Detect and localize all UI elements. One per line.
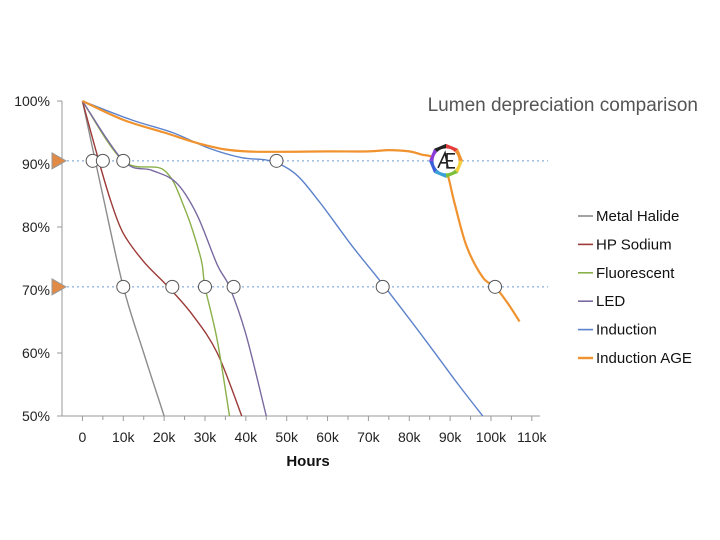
legend-label: Induction — [596, 322, 657, 339]
reference-arrow-icon — [51, 151, 68, 170]
legend-label: Fluorescent — [596, 265, 675, 282]
marker-70-percent — [488, 279, 503, 294]
x-tick-label: 80k — [398, 429, 422, 445]
series-line-led — [81, 100, 267, 417]
marker-70-percent — [197, 279, 212, 294]
x-tick-label: 10k — [112, 429, 136, 445]
age-logo-icon — [429, 143, 464, 178]
y-tick-label: 70% — [22, 282, 50, 298]
series-line-induction-age — [81, 100, 521, 323]
y-tick-label: 100% — [14, 93, 50, 109]
x-tick-label: 50k — [275, 429, 299, 445]
y-tick-label: 90% — [22, 156, 50, 172]
x-tick-label: 60k — [316, 429, 340, 445]
marker-90-percent — [269, 153, 284, 168]
y-tick-label: 50% — [22, 408, 50, 424]
reference-arrow-icon — [51, 277, 68, 296]
series-line-induction — [82, 100, 484, 417]
logo-lettermark — [437, 150, 456, 169]
chart-title: Lumen depreciation comparison — [428, 95, 698, 116]
tick-labels: 50% 60% 70% 80% 90% 100% 0 10k 20k 30k 40k 50k 60k 70… — [14, 93, 547, 445]
legend: Metal Halide HP Sodium Fluorescent LED Induc… — [578, 208, 692, 367]
reference-lines — [51, 151, 548, 296]
legend-label: HP Sodium — [596, 236, 672, 253]
marker-70-percent — [226, 279, 241, 294]
x-tick-label: 0 — [79, 429, 87, 445]
marker-70-percent — [165, 279, 180, 294]
x-tick-label: 40k — [235, 429, 259, 445]
marker-70-percent — [375, 279, 390, 294]
marker-70-percent — [116, 279, 131, 294]
x-axis-label: Hours — [286, 453, 329, 470]
x-tick-label: 20k — [153, 429, 177, 445]
data-markers — [85, 153, 503, 294]
legend-label: Metal Halide — [596, 208, 679, 225]
legend-label: Induction AGE — [596, 350, 692, 367]
y-tick-label: 80% — [22, 219, 50, 235]
axes — [57, 100, 540, 421]
x-tick-label: 70k — [357, 429, 381, 445]
series-line-hp-sodium — [81, 100, 243, 417]
marker-90-percent — [116, 153, 131, 168]
y-tick-label: 60% — [22, 345, 50, 361]
legend-label: LED — [596, 293, 625, 310]
x-tick-label: 30k — [194, 429, 218, 445]
marker-90-percent — [95, 153, 110, 168]
x-tick-label: 90k — [439, 429, 463, 445]
x-tick-label: 110k — [517, 429, 547, 445]
x-tick-label: 100k — [476, 429, 507, 445]
